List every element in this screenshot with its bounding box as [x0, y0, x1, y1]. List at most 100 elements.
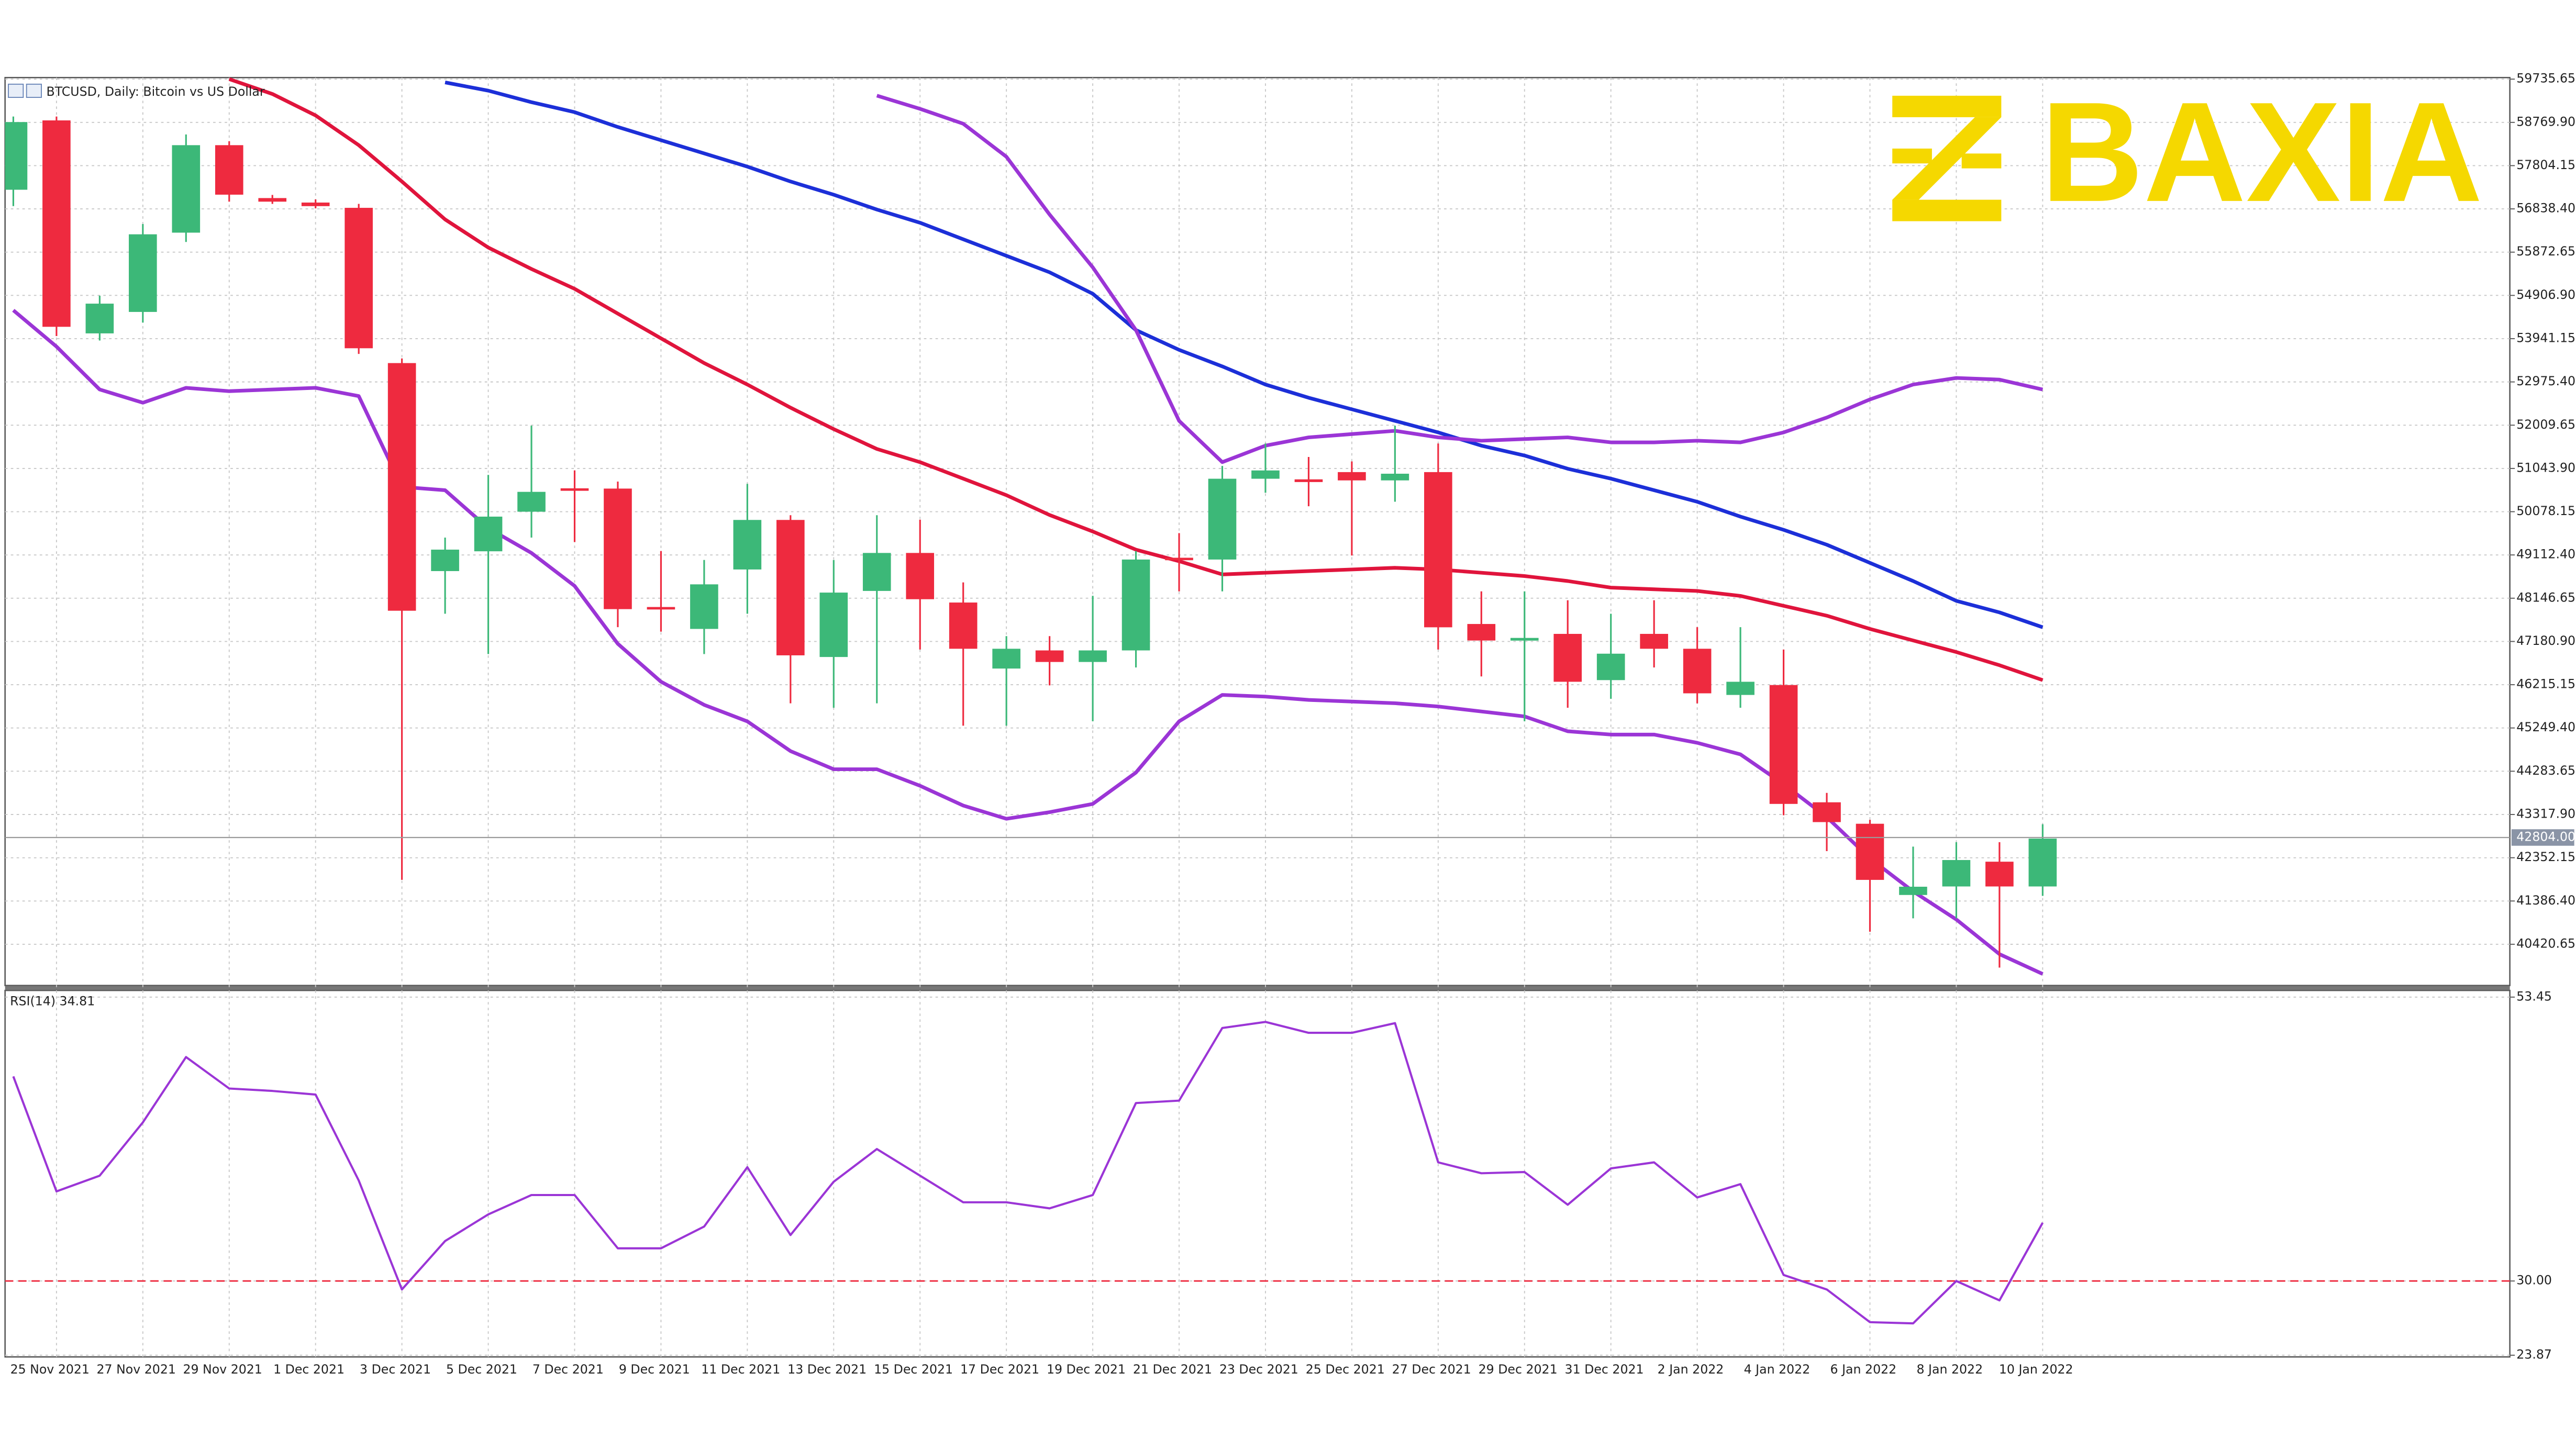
candle-body: [5, 122, 28, 190]
indicator-line: [12, 1021, 2044, 1325]
candle-body: [42, 120, 71, 327]
candle-body: [474, 516, 503, 552]
x-tick-label: 21 Dec 2021: [1133, 1362, 1212, 1377]
candle-body: [431, 550, 459, 572]
x-tick-label: 9 Dec 2021: [619, 1362, 690, 1377]
candle-body: [949, 602, 978, 649]
y-tick-label: 40420.65: [2516, 936, 2575, 951]
y-tick-label: 23.87: [2516, 1347, 2552, 1362]
x-tick-label: 29 Nov 2021: [183, 1362, 262, 1377]
indicator-line: [12, 309, 2044, 976]
candle-body: [560, 488, 589, 491]
candle-body: [1942, 860, 1971, 887]
x-tick-label: 13 Dec 2021: [787, 1362, 867, 1377]
x-tick-label: 27 Nov 2021: [97, 1362, 176, 1377]
x-tick-label: 3 Dec 2021: [360, 1362, 431, 1377]
x-tick-label: 5 Dec 2021: [446, 1362, 517, 1377]
candle-body: [1726, 682, 1755, 695]
logo-diagonal: [1892, 117, 2002, 200]
candle-body: [1338, 472, 1366, 481]
logo-bar: [1892, 148, 1932, 164]
x-tick-label: 4 Jan 2022: [1744, 1362, 1811, 1377]
y-tick-label: 58769.90: [2516, 114, 2575, 129]
candle-body: [258, 198, 287, 202]
candle-body: [906, 553, 935, 599]
candle-body: [819, 593, 848, 657]
y-tick-label: 56838.40: [2516, 201, 2575, 216]
indicator-line: [876, 94, 2044, 464]
x-tick-label: 11 Dec 2021: [701, 1362, 780, 1377]
y-tick-label: 52975.40: [2516, 374, 2575, 388]
candle-body: [215, 145, 243, 195]
y-tick-label: 46215.15: [2516, 677, 2575, 691]
x-tick-label: 2 Jan 2022: [1658, 1362, 1724, 1377]
candle-body: [387, 363, 416, 611]
x-tick-label: 8 Jan 2022: [1916, 1362, 1983, 1377]
y-tick-label: 49112.40: [2516, 547, 2575, 562]
x-tick-label: 27 Dec 2021: [1392, 1362, 1471, 1377]
y-tick-label: 30.00: [2516, 1273, 2552, 1288]
y-tick-label: 52009.65: [2516, 417, 2575, 432]
candle-body: [690, 584, 718, 629]
y-tick-label: 57804.15: [2516, 158, 2575, 172]
x-tick-label: 31 Dec 2021: [1565, 1362, 1644, 1377]
candle-body: [647, 607, 675, 610]
logo-bar: [1892, 95, 2002, 117]
price-label-box: [2511, 829, 2574, 846]
x-tick-label: 25 Nov 2021: [10, 1362, 90, 1377]
logo-bar: [1961, 153, 2002, 169]
candle-body: [2028, 839, 2057, 887]
candle-body: [1640, 633, 1668, 649]
x-tick-label: 7 Dec 2021: [532, 1362, 604, 1377]
x-tick-label: 10 Jan 2022: [1999, 1362, 2073, 1377]
candle-body: [1985, 862, 2014, 887]
logo-bar: [1892, 199, 2002, 221]
rsi-title: RSI(14) 34.81: [10, 994, 95, 1009]
price-layer: [5, 77, 2057, 976]
candle-body: [1553, 633, 1582, 682]
candle-body: [172, 145, 201, 233]
y-tick-label: 48146.65: [2516, 590, 2575, 605]
candle-body: [1424, 472, 1452, 628]
x-tick-label: 23 Dec 2021: [1219, 1362, 1298, 1377]
x-tick-label: 25 Dec 2021: [1306, 1362, 1385, 1377]
candle-body: [1510, 638, 1539, 641]
candle-body: [1769, 685, 1798, 804]
candle-body: [1079, 650, 1107, 662]
logo: BAXIA: [1892, 73, 2483, 231]
y-tick-label: 53941.15: [2516, 330, 2575, 345]
x-tick-label: 17 Dec 2021: [960, 1362, 1039, 1377]
y-tick-label: 59735.65: [2516, 71, 2575, 86]
candle-body: [1208, 478, 1237, 560]
candle-body: [862, 553, 891, 591]
indicator-line: [228, 77, 2044, 682]
candle-body: [1596, 653, 1625, 680]
symbol-icon: [26, 83, 42, 98]
rsi-layer: [5, 1021, 2510, 1325]
candle-body: [85, 304, 114, 333]
candle-body: [1035, 650, 1064, 662]
x-tick-label: 29 Dec 2021: [1479, 1362, 1558, 1377]
logo-text: BAXIA: [2041, 73, 2483, 231]
candle-body: [517, 492, 546, 512]
candle-body: [733, 520, 762, 570]
candle-body: [1813, 802, 1841, 822]
y-tick-label: 51043.90: [2516, 460, 2575, 475]
y-tick-label: 45249.40: [2516, 720, 2575, 734]
y-tick-label: 42352.15: [2516, 850, 2575, 864]
grid-layer: [5, 77, 2510, 1357]
y-tick-label: 53.45: [2516, 989, 2552, 1003]
y-tick-label: 41386.40: [2516, 893, 2575, 908]
x-tick-label: 1 Dec 2021: [273, 1362, 345, 1377]
candle-body: [1122, 559, 1150, 651]
symbol-icon: [8, 83, 24, 98]
y-tick-label: 55872.65: [2516, 244, 2575, 259]
rsi-pane: [4, 989, 2511, 1358]
y-tick-label: 54906.90: [2516, 287, 2575, 302]
axis-layer: 59735.65 58769.90 57804.15 56838.40 55872.65…: [5, 71, 2575, 1377]
candle-body: [1683, 649, 1712, 694]
candle-body: [776, 520, 805, 655]
price-label: 42804.00: [2516, 829, 2575, 844]
